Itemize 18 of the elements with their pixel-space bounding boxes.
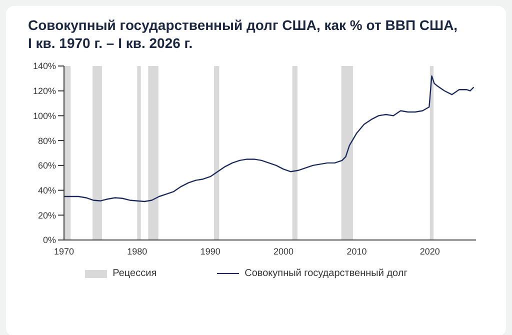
x-tick-label: 1990 <box>200 246 220 256</box>
y-tick-label: 80% <box>38 136 56 146</box>
y-tick-label: 120% <box>32 86 56 96</box>
y-tick-label: 140% <box>32 61 56 72</box>
chart-title: Совокупный государственный долг США, как % от ВВП США, I кв. 1970 г. – I кв. 2026 г. <box>28 16 458 52</box>
y-tick-label: 0% <box>42 235 56 246</box>
x-tick-label: 2010 <box>346 246 367 256</box>
x-tick-label: 2020 <box>420 246 440 256</box>
x-tick-label: 1980 <box>127 246 148 256</box>
legend-label: Рецессия <box>112 268 157 279</box>
line-series <box>64 75 474 202</box>
y-tick-label: 20% <box>38 210 56 220</box>
legend-label: Совокупный государственный долг <box>244 268 408 279</box>
y-tick-label: 60% <box>38 160 56 171</box>
x-tick-label: 1970 <box>54 246 74 256</box>
x-tick-label: 2000 <box>274 246 294 256</box>
y-tick-label: 40% <box>38 185 56 196</box>
y-tick-label: 100% <box>32 110 56 121</box>
